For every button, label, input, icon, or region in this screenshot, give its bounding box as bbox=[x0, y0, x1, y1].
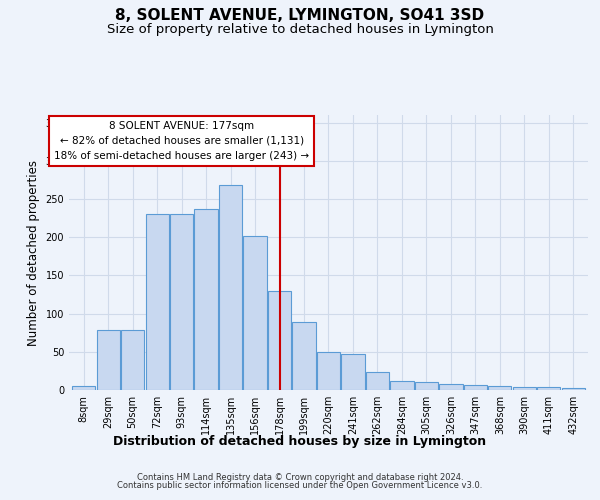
Text: 8, SOLENT AVENUE, LYMINGTON, SO41 3SD: 8, SOLENT AVENUE, LYMINGTON, SO41 3SD bbox=[115, 8, 485, 22]
Bar bbox=[366, 372, 389, 390]
Bar bbox=[170, 214, 193, 390]
Bar bbox=[317, 352, 340, 390]
Bar bbox=[72, 386, 95, 390]
Bar bbox=[146, 214, 169, 390]
Text: Distribution of detached houses by size in Lymington: Distribution of detached houses by size … bbox=[113, 435, 487, 448]
Bar bbox=[97, 330, 120, 390]
Bar bbox=[537, 387, 560, 390]
Bar bbox=[268, 290, 291, 390]
Bar bbox=[562, 388, 585, 390]
Y-axis label: Number of detached properties: Number of detached properties bbox=[27, 160, 40, 346]
Text: 8 SOLENT AVENUE: 177sqm
← 82% of detached houses are smaller (1,131)
18% of semi: 8 SOLENT AVENUE: 177sqm ← 82% of detache… bbox=[54, 121, 309, 160]
Bar bbox=[391, 381, 413, 390]
Bar bbox=[415, 382, 438, 390]
Bar bbox=[513, 387, 536, 390]
Bar bbox=[244, 236, 266, 390]
Text: Contains HM Land Registry data © Crown copyright and database right 2024.: Contains HM Land Registry data © Crown c… bbox=[137, 472, 463, 482]
Text: Contains public sector information licensed under the Open Government Licence v3: Contains public sector information licen… bbox=[118, 481, 482, 490]
Bar bbox=[121, 330, 144, 390]
Bar bbox=[488, 386, 511, 390]
Bar bbox=[341, 354, 365, 390]
Bar bbox=[194, 209, 218, 390]
Text: Size of property relative to detached houses in Lymington: Size of property relative to detached ho… bbox=[107, 22, 493, 36]
Bar bbox=[292, 322, 316, 390]
Bar bbox=[464, 386, 487, 390]
Bar bbox=[439, 384, 463, 390]
Bar bbox=[219, 186, 242, 390]
